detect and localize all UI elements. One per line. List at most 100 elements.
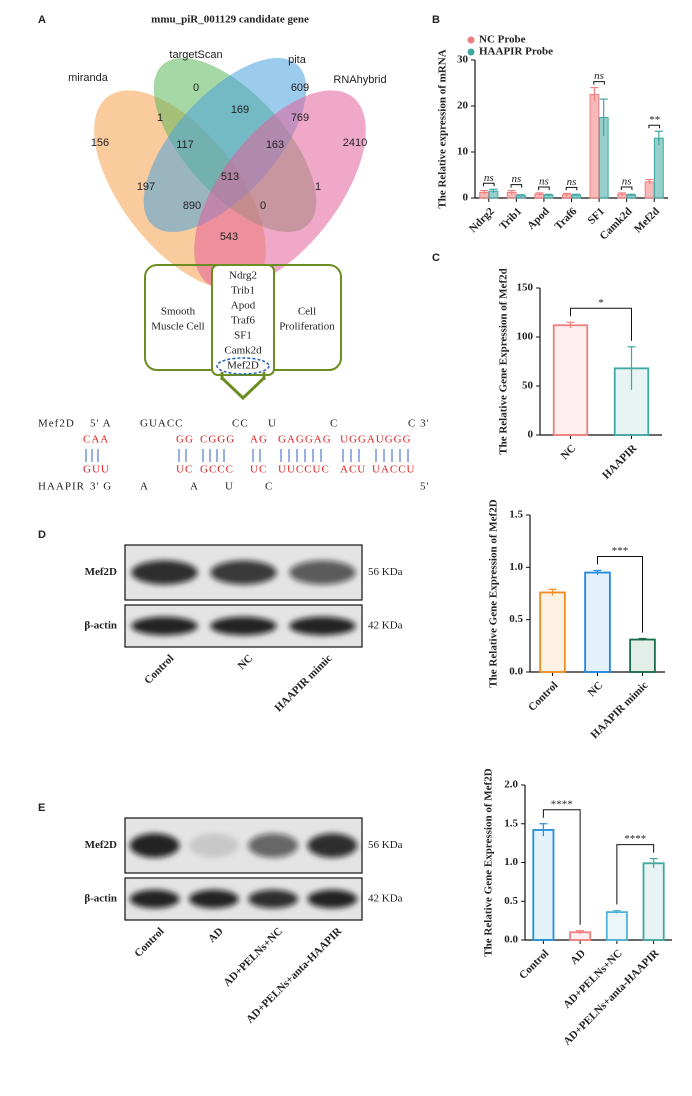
x-tick-label: Trib1 [497,205,524,232]
y-tick-label: 1.0 [509,561,523,573]
venn-count: 2410 [343,137,367,149]
x-tick-label: Control [517,947,551,981]
y-tick-label: 2.0 [504,779,518,791]
alignment-bottom: A [140,481,149,493]
highlight [216,357,270,375]
bar [584,571,611,673]
y-axis-label: The Relative Gene Expression of Mef2D [488,499,500,687]
x-tick-label: AD [568,947,588,967]
y-tick-label: 0.0 [509,666,523,678]
alignment-bottom: C [265,481,273,493]
significance-bracket [570,307,632,341]
alignment-top: U [268,418,277,430]
venn-set-name: targetScan [169,49,222,61]
y-tick-label: 0 [528,429,534,441]
significance-bracket [616,844,655,905]
significance: ns [539,175,549,187]
band [289,560,356,585]
blot-size: 42 KDa [368,893,403,905]
y-tick-label: 1.0 [504,856,518,868]
venn-set [194,90,366,290]
blot-size: 42 KDa [368,620,403,632]
y-tick-label: 0 [463,192,469,204]
y-tick-label: 100 [517,331,534,343]
gene: Mef2D [227,360,259,372]
alignment-top-paired: AG [250,434,268,446]
significance-bracket [593,81,605,85]
legend-label: NC Probe [479,34,526,46]
band [248,889,299,909]
alignment-top-paired: GAGGAG [278,434,332,446]
venn-count: 1 [157,112,163,124]
bar [589,94,600,199]
blot-row-label: Mef2D [85,566,117,578]
legend-swatch [467,36,475,44]
band [307,889,358,909]
alignment-top: C 3' [408,418,430,430]
alignment-bottom-paired: UUCCUC [278,464,330,476]
venn-count: 769 [291,112,309,124]
venn-count: 609 [291,82,309,94]
venn-count: 197 [137,181,155,193]
y-tick-label: 10 [457,146,469,158]
gene: Traf6 [231,315,256,327]
venn-count: 0 [260,200,266,212]
band [248,833,299,858]
venn-count: 513 [221,171,239,183]
significance: ns [511,173,521,185]
alignment-bottom: 5' [420,481,429,493]
bar [539,591,566,673]
panel-label: B [432,14,440,26]
alignment-bottom-paired: UC [176,464,193,476]
x-tick-label: Mef2d [632,205,662,235]
bar [642,862,665,941]
venn-count: 890 [183,200,201,212]
y-tick-label: 150 [517,282,534,294]
lane-label: AD+PELNs+anta-HAAPIR [244,925,345,1026]
y-axis-label: The Relative Gene Expression of Mef2D [483,768,495,956]
significance-bracket [482,182,495,187]
bar [605,911,628,941]
alignment-bottom-paired: GCCC [200,464,234,476]
venn-count: 117 [176,139,194,151]
significance-bracket [510,184,523,188]
lane-label: AD [206,925,226,945]
gene: Ndrg2 [229,270,257,282]
blot-row-label: β-actin [84,893,117,905]
alignment-top: C [330,418,338,430]
alignment-bottom-paired: GUU [83,464,110,476]
alignment-bottom: 3' G [90,481,112,493]
x-tick-label: Ndrg2 [467,205,497,235]
y-tick-label: 0.5 [504,895,518,907]
y-tick-label: 0.5 [509,613,523,625]
blot-size: 56 KDa [368,839,403,851]
venn-count: 169 [231,104,249,116]
blot-size: 56 KDa [368,566,403,578]
legend-swatch [467,48,475,56]
band [129,889,180,909]
alignment-top: CC [232,418,249,430]
bar [532,829,555,941]
panel-label: E [38,802,45,814]
gene: Camk2d [224,345,262,357]
venn-set-name: RNAhybrid [333,74,386,86]
y-tick-label: 1.5 [509,509,523,521]
significance-bracket [620,186,633,190]
alignment-bottom-paired: ACU [340,464,366,476]
bar [644,181,655,199]
band [289,616,356,636]
significance: ns [622,175,632,187]
venn-count: 156 [91,137,109,149]
blot-row-label: β-actin [84,620,117,632]
venn-title: mmu_piR_001129 candidate gene [151,14,309,26]
band [210,560,277,585]
venn-set-name: pita [288,54,307,66]
significance: ns [567,176,577,188]
bar [629,638,656,673]
y-tick-label: 1.5 [504,817,518,829]
blot-row-label: Mef2D [85,839,117,851]
x-tick-label: NC [559,442,579,462]
legend-label: HAAPIR Probe [479,46,553,58]
